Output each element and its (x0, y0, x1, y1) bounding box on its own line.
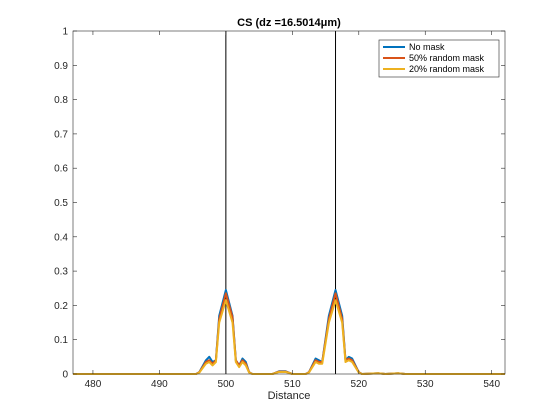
plot-area (73, 31, 505, 374)
y-tick-label: 0.7 (54, 129, 68, 140)
x-axis-title: Distance (268, 390, 311, 402)
x-tick-label: 490 (151, 379, 168, 390)
y-tick-label: 0.3 (54, 267, 68, 278)
x-tick-label: 480 (85, 379, 102, 390)
y-tick-label: 1 (62, 27, 68, 38)
x-tick-label: 520 (350, 379, 367, 390)
x-tick-label: 530 (417, 379, 434, 390)
plot-background (73, 31, 505, 374)
y-tick-label: 0.5 (54, 198, 68, 209)
x-tick-label: 500 (218, 379, 235, 390)
x-tick-label: 510 (284, 379, 301, 390)
tick-marks (73, 30, 505, 375)
legend-label-1: No mask (409, 42, 445, 52)
chart-title: CS (dz =16.5014μm) (237, 17, 341, 29)
legend-label-2: 50% random mask (409, 53, 485, 63)
x-tick-label: 540 (483, 379, 500, 390)
y-tick-label: 0.8 (54, 95, 68, 106)
series-layer (73, 288, 505, 375)
y-tick-label: 0.2 (54, 301, 68, 312)
y-tick-label: 0.9 (54, 61, 68, 72)
y-tick-label: 0.4 (54, 232, 68, 243)
vertical-markers (225, 31, 337, 374)
legend-label-3: 20% random mask (409, 64, 485, 74)
y-tick-label: 0.1 (54, 335, 68, 346)
series-line-3 (73, 299, 505, 375)
y-tick-label: 0.6 (54, 164, 68, 175)
y-tick-label: 0 (62, 370, 68, 381)
